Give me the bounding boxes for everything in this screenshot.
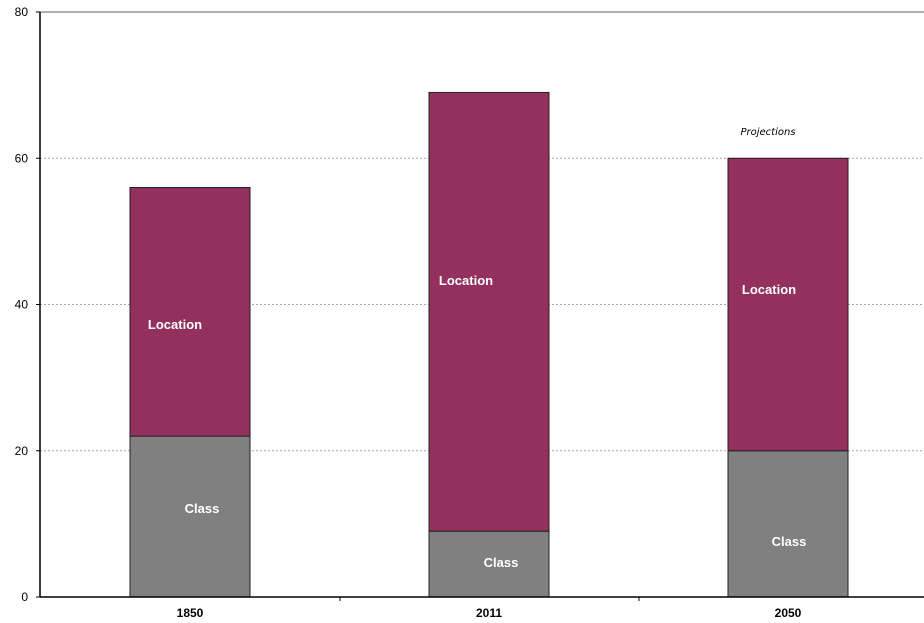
bar-location-2011 bbox=[428, 91, 550, 532]
segment-label-class-2011: Class bbox=[484, 555, 519, 570]
bar-class-2050 bbox=[727, 450, 849, 598]
y-tick-label: 80 bbox=[15, 5, 29, 19]
segment-label-location-2011: Location bbox=[439, 273, 493, 288]
segment-label-location-1850: Location bbox=[148, 317, 202, 332]
segment-label-location-2050: Location bbox=[742, 282, 796, 297]
x-tick-label-2050: 2050 bbox=[775, 606, 802, 620]
x-tick-label-2011: 2011 bbox=[476, 606, 502, 620]
segment-labels: Class Class Class Location Location Location P… bbox=[148, 127, 806, 570]
y-tick-label: 60 bbox=[15, 151, 29, 165]
bars bbox=[129, 91, 849, 598]
segment-label-class-1850: Class bbox=[185, 501, 220, 516]
y-tick-label: 20 bbox=[15, 444, 29, 458]
axes: 0 20 40 60 80 1850 2011 2050 bbox=[15, 5, 924, 620]
annotation-projections: Projections bbox=[740, 127, 795, 138]
bar-class-1850 bbox=[129, 435, 251, 598]
bar-location-1850 bbox=[129, 187, 251, 437]
x-tick-label-1850: 1850 bbox=[177, 606, 204, 620]
y-tick-label: 0 bbox=[21, 590, 28, 604]
segment-label-class-2050: Class bbox=[772, 534, 807, 549]
bar-class-2011 bbox=[428, 530, 550, 598]
bar-location-2050 bbox=[727, 157, 849, 452]
y-tick-label: 40 bbox=[15, 298, 29, 312]
